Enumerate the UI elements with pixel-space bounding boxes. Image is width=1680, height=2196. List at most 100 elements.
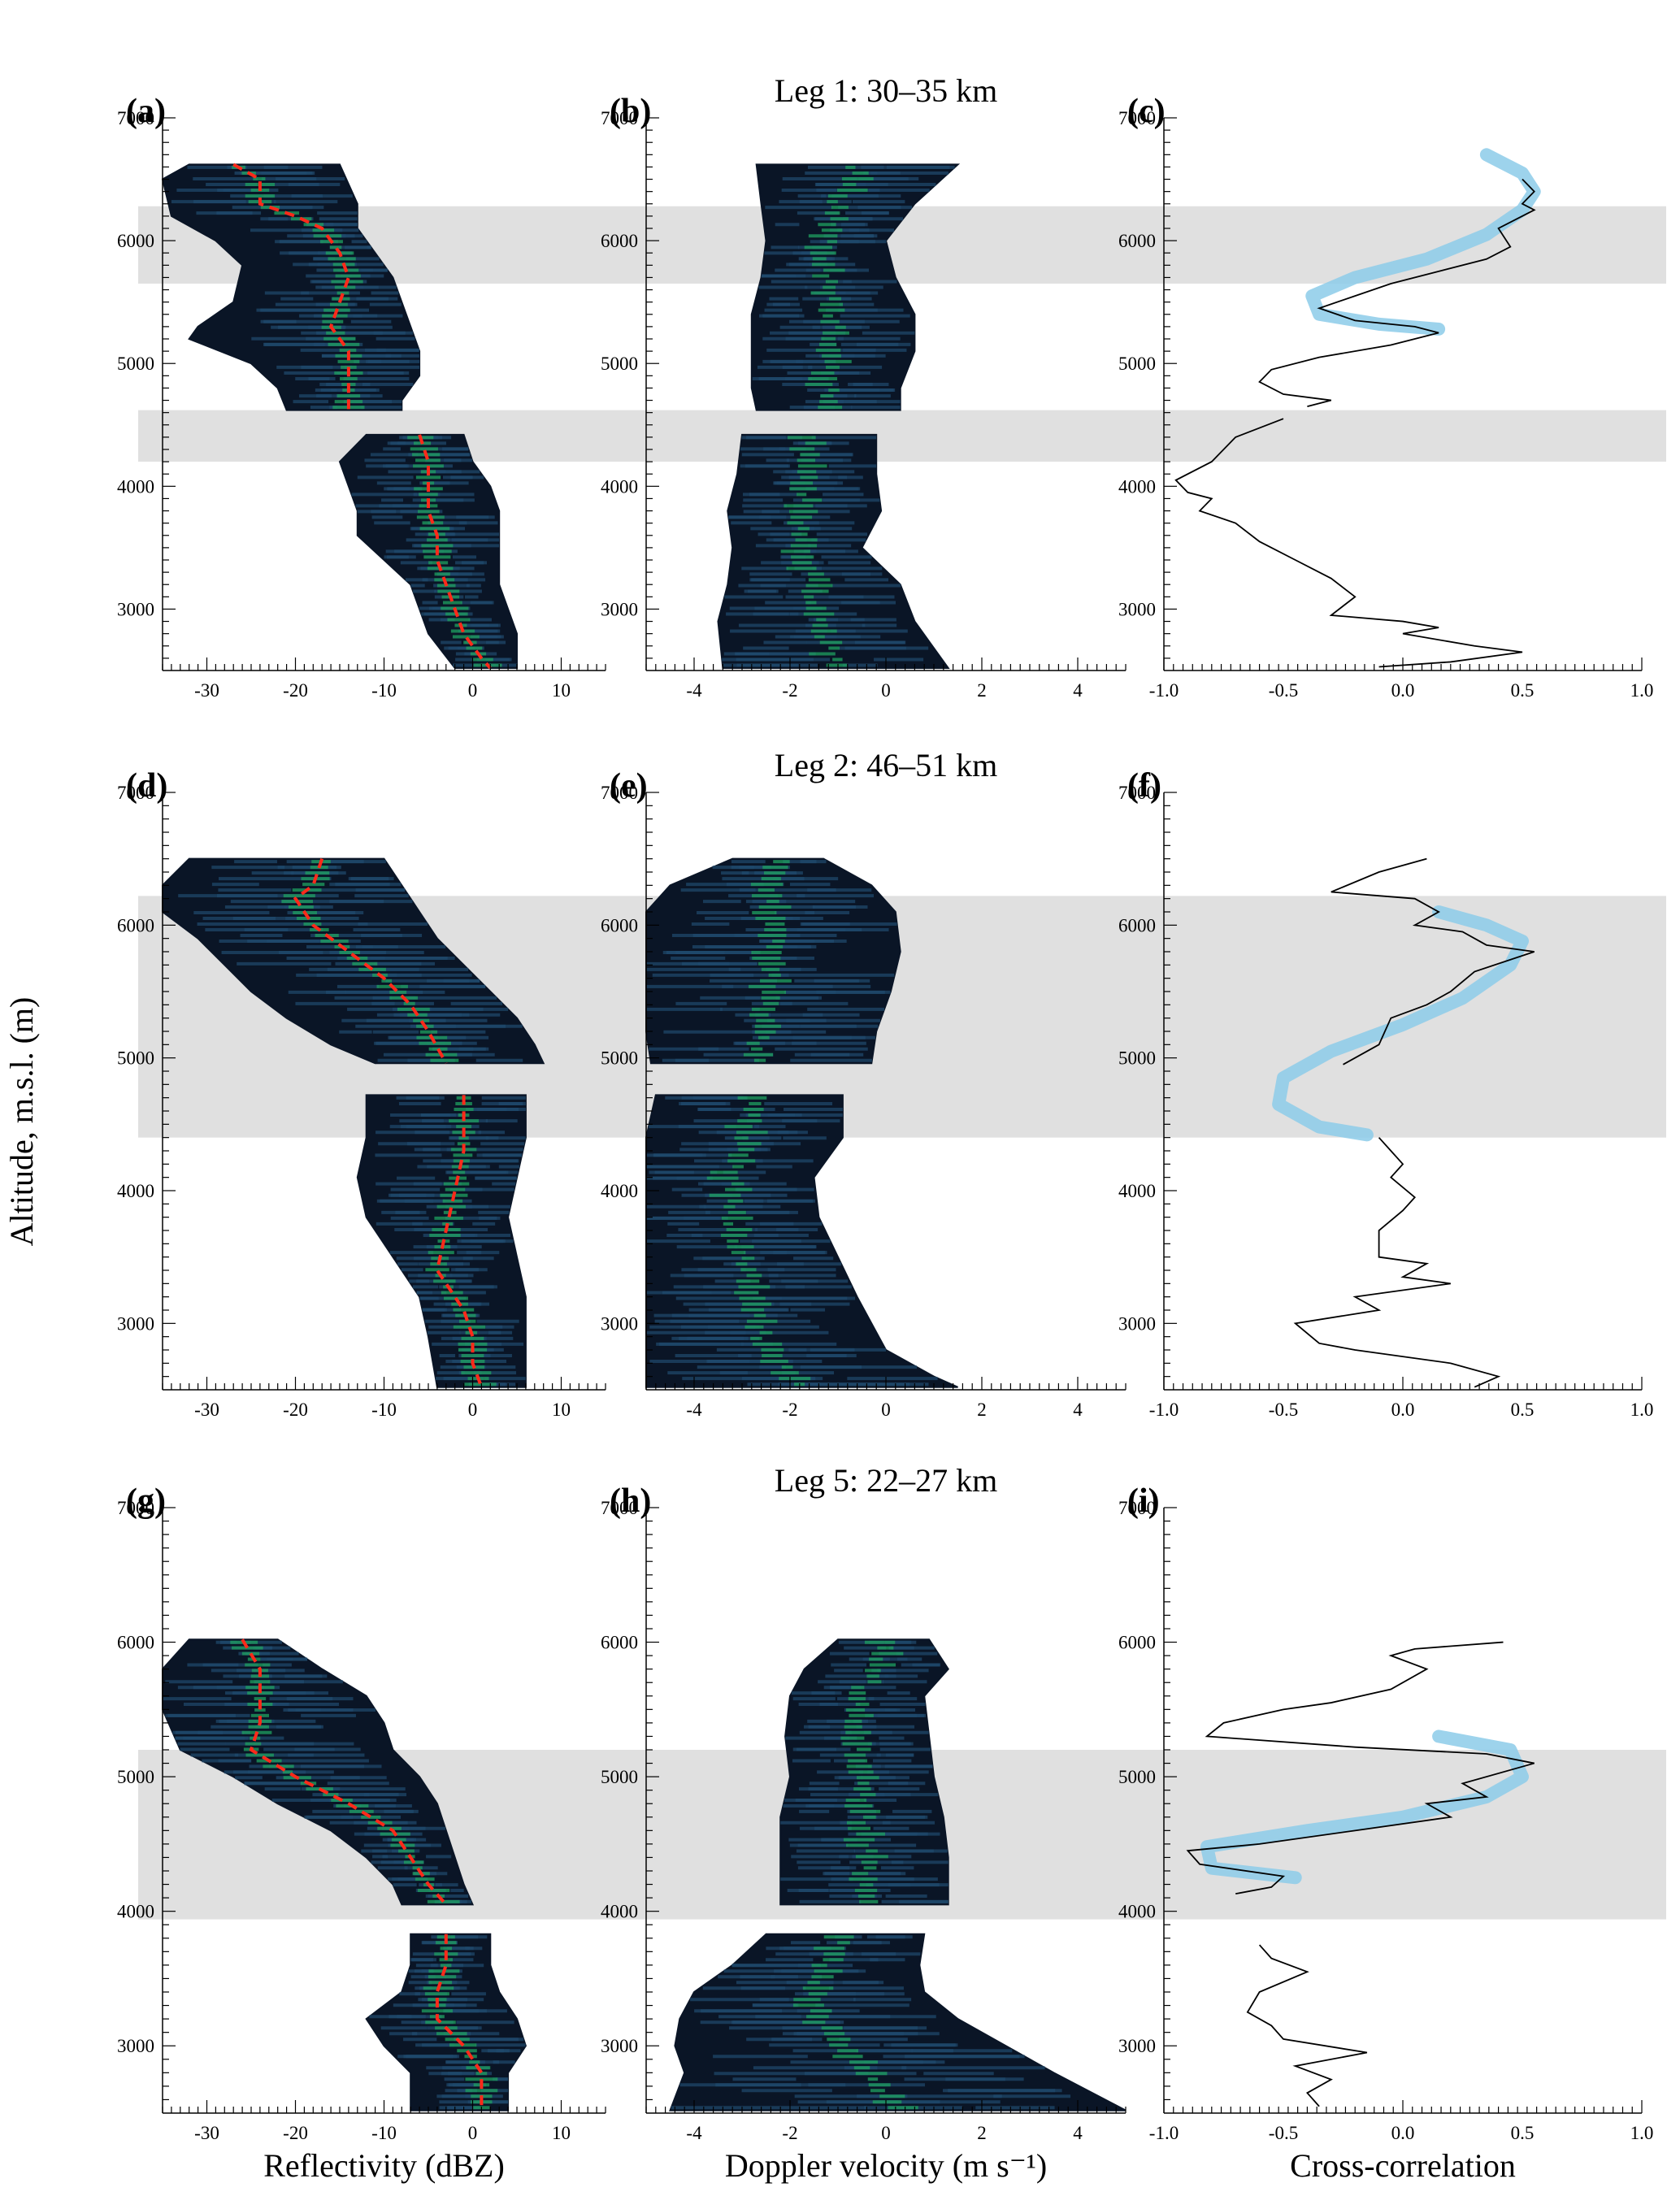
row-leg-2: Leg 2: 46–51 km (d) 3000 4000 5000 6000 7000 -3… xyxy=(117,747,1666,1420)
density-segment xyxy=(717,433,950,669)
panel-b: (b) 3000 4000 5000 6000 7000 -4 -2 0 2 4 xyxy=(601,93,1127,701)
correlation-profile xyxy=(1174,418,1523,668)
panel-letter: (h) xyxy=(610,1482,651,1520)
y-tick-label: 4000 xyxy=(1118,476,1156,497)
x-tick-label: 0 xyxy=(881,680,891,701)
x-tick-label: 0 xyxy=(468,680,478,701)
panel-letter: (e) xyxy=(610,767,648,805)
x-tick-label: -4 xyxy=(686,680,702,701)
x-tick-label: -30 xyxy=(194,1400,219,1420)
y-tick-label: 7000 xyxy=(117,783,154,803)
panel-grid: Leg 1: 30–35 km(a)30004000500060007000-3… xyxy=(117,72,1666,2184)
x-tick-label: -2 xyxy=(782,1400,797,1420)
x-axis-title: Reflectivity (dBZ) xyxy=(263,2147,505,2184)
panel-f: (f) 3000 4000 5000 6000 7000 -1.0 -0.5 0.0 0.5 1.0 xyxy=(1118,767,1653,1420)
x-tick-label: 10 xyxy=(552,1400,571,1420)
y-tick-label: 5000 xyxy=(601,354,638,374)
x-tick-label: -20 xyxy=(283,680,308,701)
x-tick-label: -4 xyxy=(686,1400,702,1420)
x-tick-label: 0.5 xyxy=(1511,1400,1535,1420)
panel-e: (e) 3000 4000 5000 6000 7000 -4 -2 0 2 4 xyxy=(601,767,1127,1420)
x-tick-label: -0.5 xyxy=(1269,680,1298,701)
x-tick-label: -1.0 xyxy=(1149,680,1179,701)
y-tick-label: 5000 xyxy=(117,1048,154,1069)
y-tick-label: 3000 xyxy=(1118,1313,1156,1334)
panel-letter: (f) xyxy=(1127,767,1161,805)
panel-g: (g) 3000 4000 5000 6000 7000 -30 -20 -10 0 10 Refle… xyxy=(117,1482,606,2184)
x-tick-label: 1.0 xyxy=(1630,2123,1654,2143)
x-tick-label: 0 xyxy=(881,2123,891,2143)
y-tick-label: 3000 xyxy=(601,2036,638,2056)
y-tick-label: 3000 xyxy=(601,599,638,619)
y-tick-label: 4000 xyxy=(601,1902,638,1922)
mode-line xyxy=(435,1095,484,1388)
x-tick-label: 0 xyxy=(881,1400,891,1420)
y-tick-label: 4000 xyxy=(1118,1181,1156,1201)
x-tick-label: -10 xyxy=(371,1400,397,1420)
y-tick-label: 6000 xyxy=(1118,915,1156,935)
y-tick-label: 5000 xyxy=(1118,354,1156,374)
y-tick-label: 7000 xyxy=(601,108,638,128)
x-tick-label: -30 xyxy=(194,680,219,701)
x-tick-label: -20 xyxy=(283,1400,308,1420)
x-tick-label: 4 xyxy=(1073,680,1083,701)
mode-line xyxy=(293,858,448,1065)
y-tick-label: 7000 xyxy=(601,1498,638,1518)
correlation-profile xyxy=(1293,1137,1501,1388)
y-tick-label: 4000 xyxy=(117,1902,154,1922)
x-tick-label: -2 xyxy=(782,680,797,701)
leg-title: Leg 5: 22–27 km xyxy=(775,1462,997,1499)
y-tick-label: 3000 xyxy=(601,1313,638,1334)
y-tick-label: 4000 xyxy=(1118,1902,1156,1922)
panel-letter: (g) xyxy=(126,1482,166,1520)
x-tick-label: 0.0 xyxy=(1391,680,1415,701)
panel-i: (i) 3000 4000 5000 6000 7000 -1.0 -0.5 0.0 0.5 1.0… xyxy=(1118,1482,1653,2184)
panel-c: (c) 3000 4000 5000 6000 7000 -1.0 -0.5 0.0 0.5 1.0 xyxy=(1118,93,1653,701)
x-tick-label: 1.0 xyxy=(1630,680,1654,701)
y-tick-label: 4000 xyxy=(117,1181,154,1201)
x-tick-label: -2 xyxy=(782,2123,797,2143)
x-tick-label: 0.0 xyxy=(1391,1400,1415,1420)
x-axis-title: Cross-correlation xyxy=(1290,2147,1516,2184)
row-leg-1: Leg 1: 30–35 km (a) 3000 4000 5000 6000 7000 -3… xyxy=(117,72,1666,701)
density-segment xyxy=(356,1094,527,1388)
y-tick-label: 3000 xyxy=(1118,599,1156,619)
y-tick-label: 6000 xyxy=(117,915,154,935)
y-tick-label: 6000 xyxy=(601,231,638,251)
x-tick-label: 2 xyxy=(977,2123,987,2143)
y-tick-label: 3000 xyxy=(1118,2036,1156,2056)
y-tick-label: 6000 xyxy=(117,231,154,251)
x-tick-label: -30 xyxy=(194,2123,219,2143)
fit-curve xyxy=(1272,905,1529,1142)
x-tick-label: 0 xyxy=(468,2123,478,2143)
density-segment xyxy=(669,1933,1127,2111)
leg-title: Leg 2: 46–51 km xyxy=(775,747,997,783)
y-tick-label: 7000 xyxy=(1118,783,1156,803)
mode-line xyxy=(435,1933,484,2111)
x-tick-label: 0 xyxy=(468,1400,478,1420)
density-segment xyxy=(338,433,518,670)
y-tick-label: 6000 xyxy=(1118,1633,1156,1653)
density-segment xyxy=(645,857,901,1065)
density-envelope xyxy=(162,857,545,1065)
y-tick-label: 7000 xyxy=(1118,108,1156,128)
x-tick-label: 2 xyxy=(977,680,987,701)
y-tick-label: 4000 xyxy=(117,476,154,497)
panel-letter: (i) xyxy=(1127,1482,1160,1520)
correlation-profile xyxy=(1331,857,1535,1065)
y-tick-label: 6000 xyxy=(117,1633,154,1653)
y-tick-label: 7000 xyxy=(601,783,638,803)
mode-line xyxy=(241,1638,448,1906)
x-tick-label: -1.0 xyxy=(1149,1400,1179,1420)
y-tick-label: 3000 xyxy=(117,1313,154,1334)
panel-a: (a) 3000 4000 5000 6000 7000 -30 -20 -10 0 10 xyxy=(117,93,606,701)
panel-h: (h) 3000 4000 5000 6000 7000 -4 -2 0 2 4 Doppler ve… xyxy=(601,1482,1127,2184)
x-tick-label: 4 xyxy=(1073,2123,1083,2143)
panel-letter: (b) xyxy=(610,93,651,130)
panel-d: (d) 3000 4000 5000 6000 7000 -30 -20 -10 0 10 xyxy=(117,767,606,1420)
x-tick-label: 0.5 xyxy=(1511,680,1535,701)
x-tick-label: -0.5 xyxy=(1269,1400,1298,1420)
mode-line xyxy=(418,434,492,670)
correlation-profile xyxy=(1246,1944,1368,2107)
